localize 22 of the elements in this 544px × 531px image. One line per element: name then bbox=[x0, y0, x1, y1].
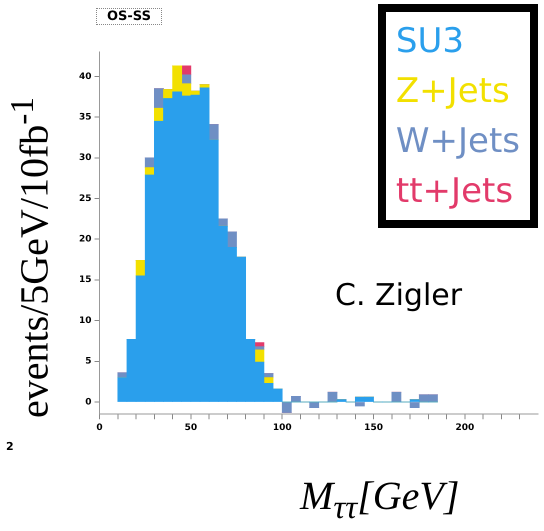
x-axis-title: M$_{ττ}$[GeV] bbox=[300, 472, 460, 527]
y-tick-label: 5 bbox=[85, 356, 92, 367]
text: 2 bbox=[6, 440, 14, 453]
y-tick-label: 30 bbox=[78, 153, 92, 164]
y-tick-label: 15 bbox=[78, 275, 92, 286]
y-tick-label: 0 bbox=[85, 397, 92, 408]
text: Z+Jets bbox=[396, 70, 511, 113]
x-tick-label: 150 bbox=[364, 422, 383, 433]
y-tick-label: 35 bbox=[78, 112, 92, 122]
x-tick-label: 0 bbox=[96, 422, 103, 433]
x-tick-label: 100 bbox=[272, 422, 292, 433]
y-tick-label: 10 bbox=[78, 316, 92, 326]
y-tick-label: 40 bbox=[78, 72, 92, 82]
text: W+Jets bbox=[396, 120, 520, 163]
text: SU3 bbox=[396, 20, 465, 63]
x-tick-label: 200 bbox=[456, 422, 474, 433]
text: OS-SS bbox=[96, 8, 162, 25]
x-tick-label: 50 bbox=[184, 422, 198, 433]
y-tick-label: 20 bbox=[78, 234, 92, 245]
annotation: C. Zigler bbox=[335, 278, 462, 313]
text: tt+Jets bbox=[396, 170, 514, 213]
y-tick-label: 25 bbox=[78, 194, 92, 204]
